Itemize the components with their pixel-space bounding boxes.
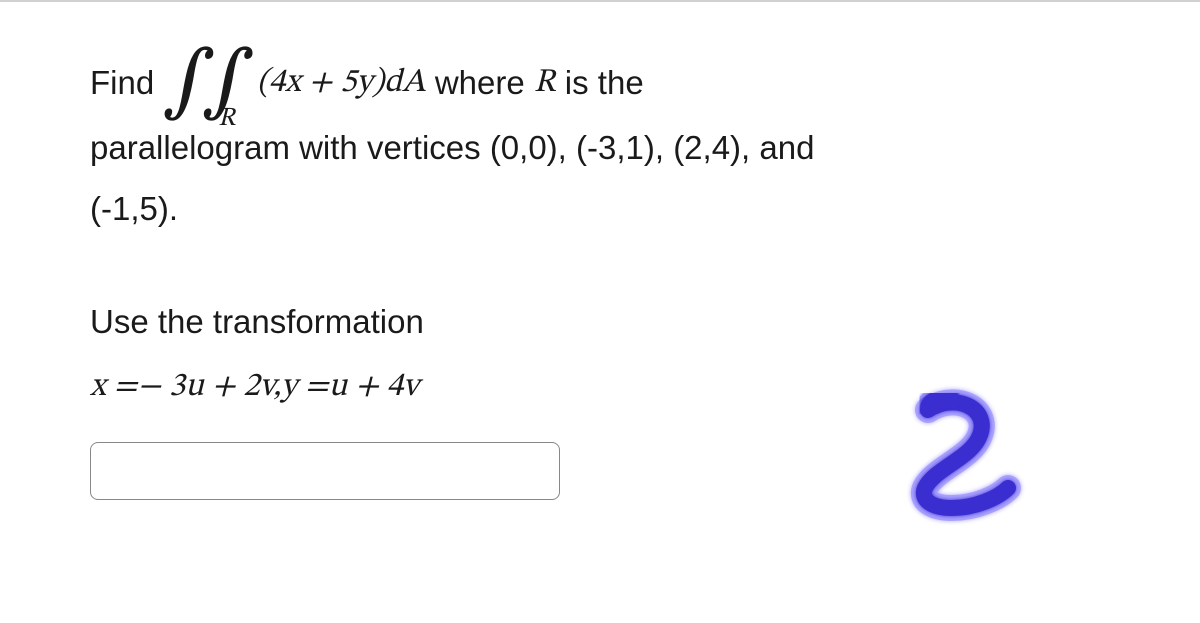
double-integral: ∫∫ R bbox=[162, 52, 249, 114]
integral-region-label: R bbox=[218, 99, 235, 141]
is-the: is the bbox=[556, 57, 644, 110]
problem-content: Find ∫∫ R (4x + 5y)dA where R is the par… bbox=[0, 2, 1200, 500]
eq-x-rhs: − 3u + 2v, bbox=[137, 361, 281, 414]
problem-line-2: parallelogram with vertices (0,0), (-3,1… bbox=[90, 122, 1110, 175]
eq-x-lhs: x = bbox=[90, 361, 137, 414]
integrand: (4x + 5y)dA bbox=[257, 57, 426, 110]
use-transformation-line: Use the transformation bbox=[90, 296, 1110, 349]
eq-y-lhs: y = bbox=[281, 361, 328, 414]
problem-line-3: (-1,5). bbox=[90, 183, 1110, 236]
eq-y-rhs: u + 4v bbox=[329, 361, 419, 414]
problem-line-1: Find ∫∫ R (4x + 5y)dA where R is the bbox=[90, 52, 1110, 114]
where-word: where bbox=[426, 57, 534, 110]
region-symbol: R bbox=[534, 57, 556, 110]
find-word: Find bbox=[90, 57, 154, 110]
integral-symbol: ∫∫ bbox=[162, 52, 249, 114]
transformation-equations: x = − 3u + 2v, y = u + 4v bbox=[90, 361, 1110, 414]
answer-input[interactable] bbox=[90, 442, 560, 500]
